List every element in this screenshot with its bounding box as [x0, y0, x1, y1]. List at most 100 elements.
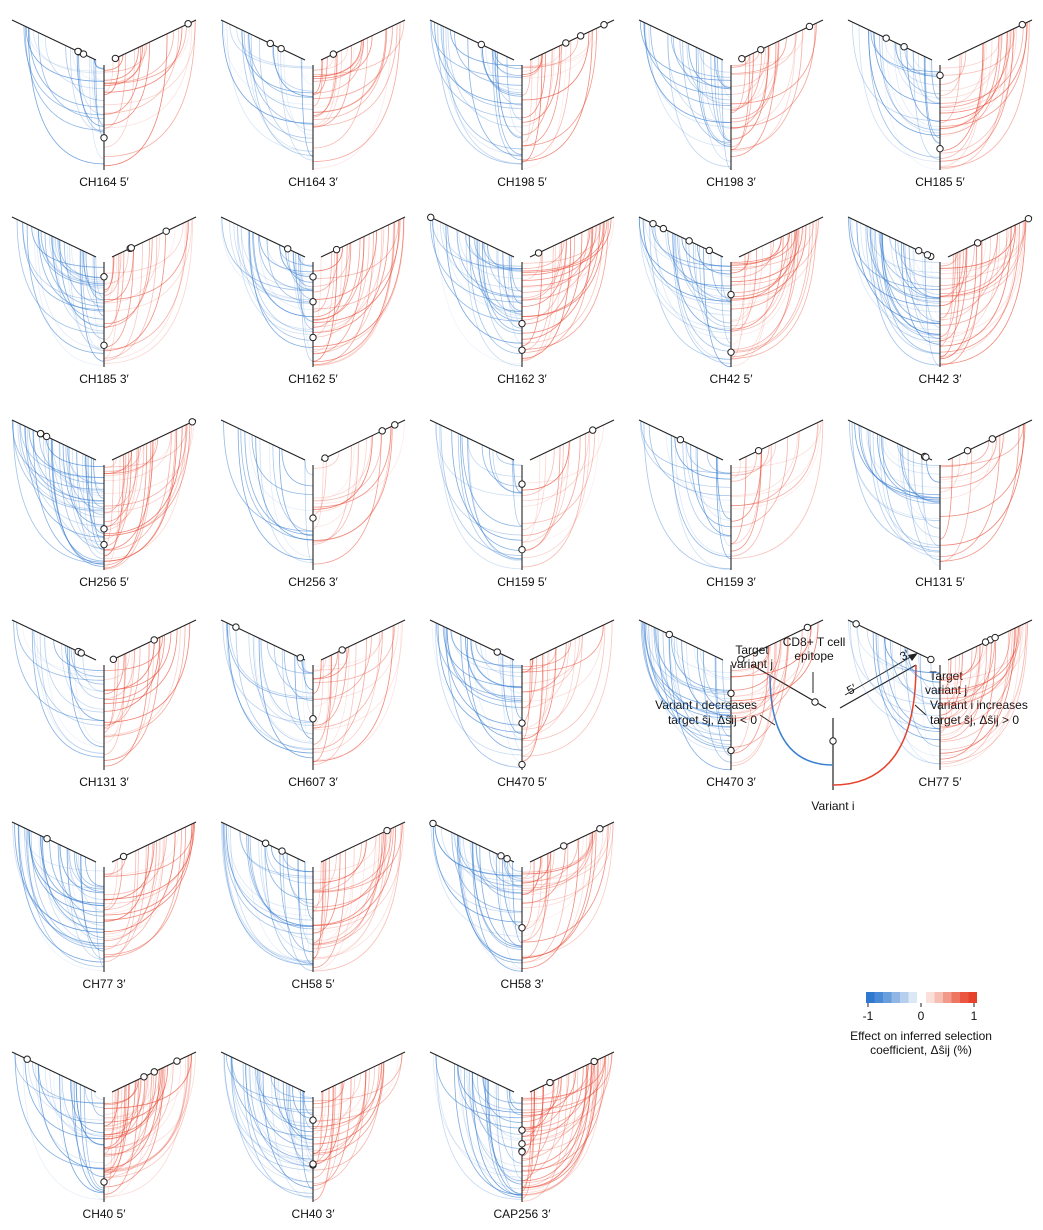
epitope-marker [42, 432, 51, 441]
blue-arc [31, 226, 105, 268]
red-arc [730, 241, 772, 367]
red-arc [730, 55, 750, 68]
blue-arc [643, 422, 732, 570]
red-arc [730, 625, 812, 677]
red-arc [312, 635, 372, 700]
blue-arc [76, 450, 105, 560]
panel [847, 214, 1033, 367]
blue-arc [654, 224, 732, 340]
colorbar-cell [934, 992, 943, 1003]
blue-arc [502, 654, 523, 735]
blue-arc [272, 444, 314, 532]
blue-arc [931, 59, 941, 100]
left-arm [847, 619, 933, 661]
blue-arc [300, 1089, 314, 1190]
red-arc [312, 861, 322, 912]
blue-arc [283, 49, 314, 136]
blue-arc [258, 638, 314, 759]
red-arc [939, 423, 1026, 517]
blue-arc [248, 633, 314, 727]
blue-arc [226, 622, 314, 700]
blue-arc [82, 250, 105, 295]
red-arc [312, 243, 351, 287]
blue-arc [257, 1069, 314, 1147]
red-arc [103, 440, 153, 570]
red-arc [521, 218, 612, 273]
red-arc [521, 640, 572, 668]
red-arc [521, 30, 593, 67]
blue-arc [496, 451, 523, 466]
blue-arc [468, 235, 523, 270]
red-arc [103, 1069, 160, 1169]
blue-arc [230, 826, 314, 965]
red-arc [521, 217, 615, 288]
red-arc [521, 1054, 609, 1153]
blue-arc [473, 238, 523, 271]
red-arc [939, 432, 1006, 483]
red-arc [103, 1073, 152, 1171]
red-arc [939, 625, 1021, 700]
red-arc [312, 217, 405, 350]
blue-arc [492, 449, 523, 494]
red-arc [730, 639, 783, 697]
blue-arc [65, 445, 105, 509]
red-arc [832, 664, 917, 786]
blue-arc [849, 217, 941, 290]
red-arc [103, 235, 158, 359]
red-arc [939, 457, 953, 540]
blue-arc [466, 1069, 523, 1141]
red-arc [312, 250, 335, 337]
red-arc [521, 635, 583, 684]
blue-arc [282, 851, 314, 972]
blue-arc [904, 244, 941, 322]
red-arc [730, 640, 781, 691]
red-arc [730, 54, 751, 151]
red-arc [103, 446, 141, 473]
red-arc [312, 625, 394, 762]
red-arc [521, 239, 567, 307]
panel-label: CH256 3′ [288, 575, 338, 589]
blue-arc [259, 438, 314, 563]
red-arc [521, 37, 579, 69]
epitope-marker [309, 333, 317, 342]
red-arc [939, 248, 967, 307]
blue-arc [36, 228, 105, 349]
blue-arc [642, 218, 732, 302]
blue-arc [430, 822, 523, 914]
epitope-marker [383, 826, 391, 835]
red-arc [521, 1077, 560, 1099]
blue-arc [22, 1057, 105, 1200]
red-arc [939, 220, 1026, 303]
blue-arc [650, 25, 732, 106]
blue-arc [467, 437, 523, 560]
red-arc [730, 449, 762, 522]
red-arc [939, 624, 1024, 704]
blue-arc [258, 1070, 314, 1165]
blue-arc [223, 21, 314, 105]
blue-arc [926, 457, 941, 483]
blue-arc [235, 627, 314, 751]
blue-arc [703, 247, 732, 368]
red-arc [312, 1075, 356, 1129]
blue-arc [693, 646, 732, 680]
right-arm [529, 619, 615, 661]
blue-arc [75, 852, 105, 888]
red-arc [312, 656, 330, 750]
blue-arc [434, 622, 523, 756]
epitope-marker [936, 144, 944, 153]
blue-arc [665, 229, 732, 292]
red-arc [521, 856, 543, 880]
blue-arc [69, 244, 105, 351]
blue-arc [472, 1072, 523, 1111]
blue-arc [36, 631, 105, 754]
blue-arc [645, 23, 732, 128]
red-arc [521, 853, 549, 937]
blue-arc [873, 32, 941, 104]
blue-arc [499, 653, 523, 667]
blue-arc [884, 37, 941, 73]
blue-arc [495, 248, 523, 302]
blue-arc [649, 222, 732, 360]
red-arc [521, 54, 542, 72]
red-arc [730, 229, 798, 310]
red-arc [312, 23, 398, 127]
